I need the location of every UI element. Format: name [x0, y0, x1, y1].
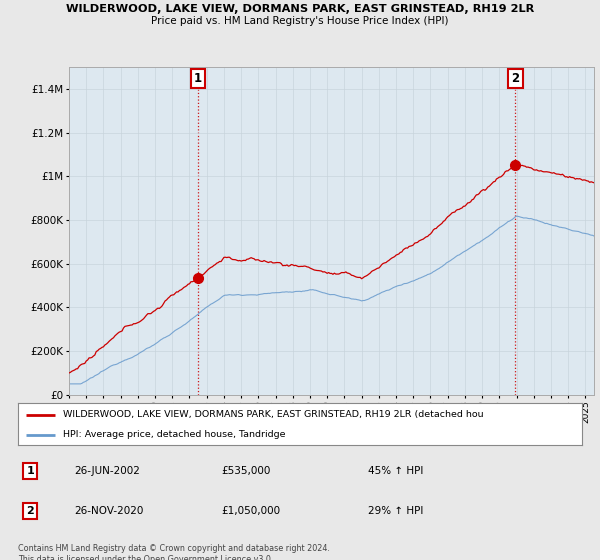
Text: Contains HM Land Registry data © Crown copyright and database right 2024.
This d: Contains HM Land Registry data © Crown c… [18, 544, 330, 560]
Text: Price paid vs. HM Land Registry's House Price Index (HPI): Price paid vs. HM Land Registry's House … [151, 16, 449, 26]
Text: 29% ↑ HPI: 29% ↑ HPI [368, 506, 423, 516]
Text: WILDERWOOD, LAKE VIEW, DORMANS PARK, EAST GRINSTEAD, RH19 2LR (detached hou: WILDERWOOD, LAKE VIEW, DORMANS PARK, EAS… [63, 410, 484, 419]
Text: 26-JUN-2002: 26-JUN-2002 [74, 466, 140, 476]
Text: 1: 1 [26, 466, 34, 476]
Text: £1,050,000: £1,050,000 [221, 506, 280, 516]
Text: HPI: Average price, detached house, Tandridge: HPI: Average price, detached house, Tand… [63, 430, 286, 439]
Text: £535,000: £535,000 [221, 466, 271, 476]
Text: 45% ↑ HPI: 45% ↑ HPI [368, 466, 423, 476]
Text: 1: 1 [194, 72, 202, 85]
Text: WILDERWOOD, LAKE VIEW, DORMANS PARK, EAST GRINSTEAD, RH19 2LR: WILDERWOOD, LAKE VIEW, DORMANS PARK, EAS… [66, 4, 534, 15]
Text: 2: 2 [26, 506, 34, 516]
Text: 2: 2 [511, 72, 519, 85]
Text: 26-NOV-2020: 26-NOV-2020 [74, 506, 144, 516]
